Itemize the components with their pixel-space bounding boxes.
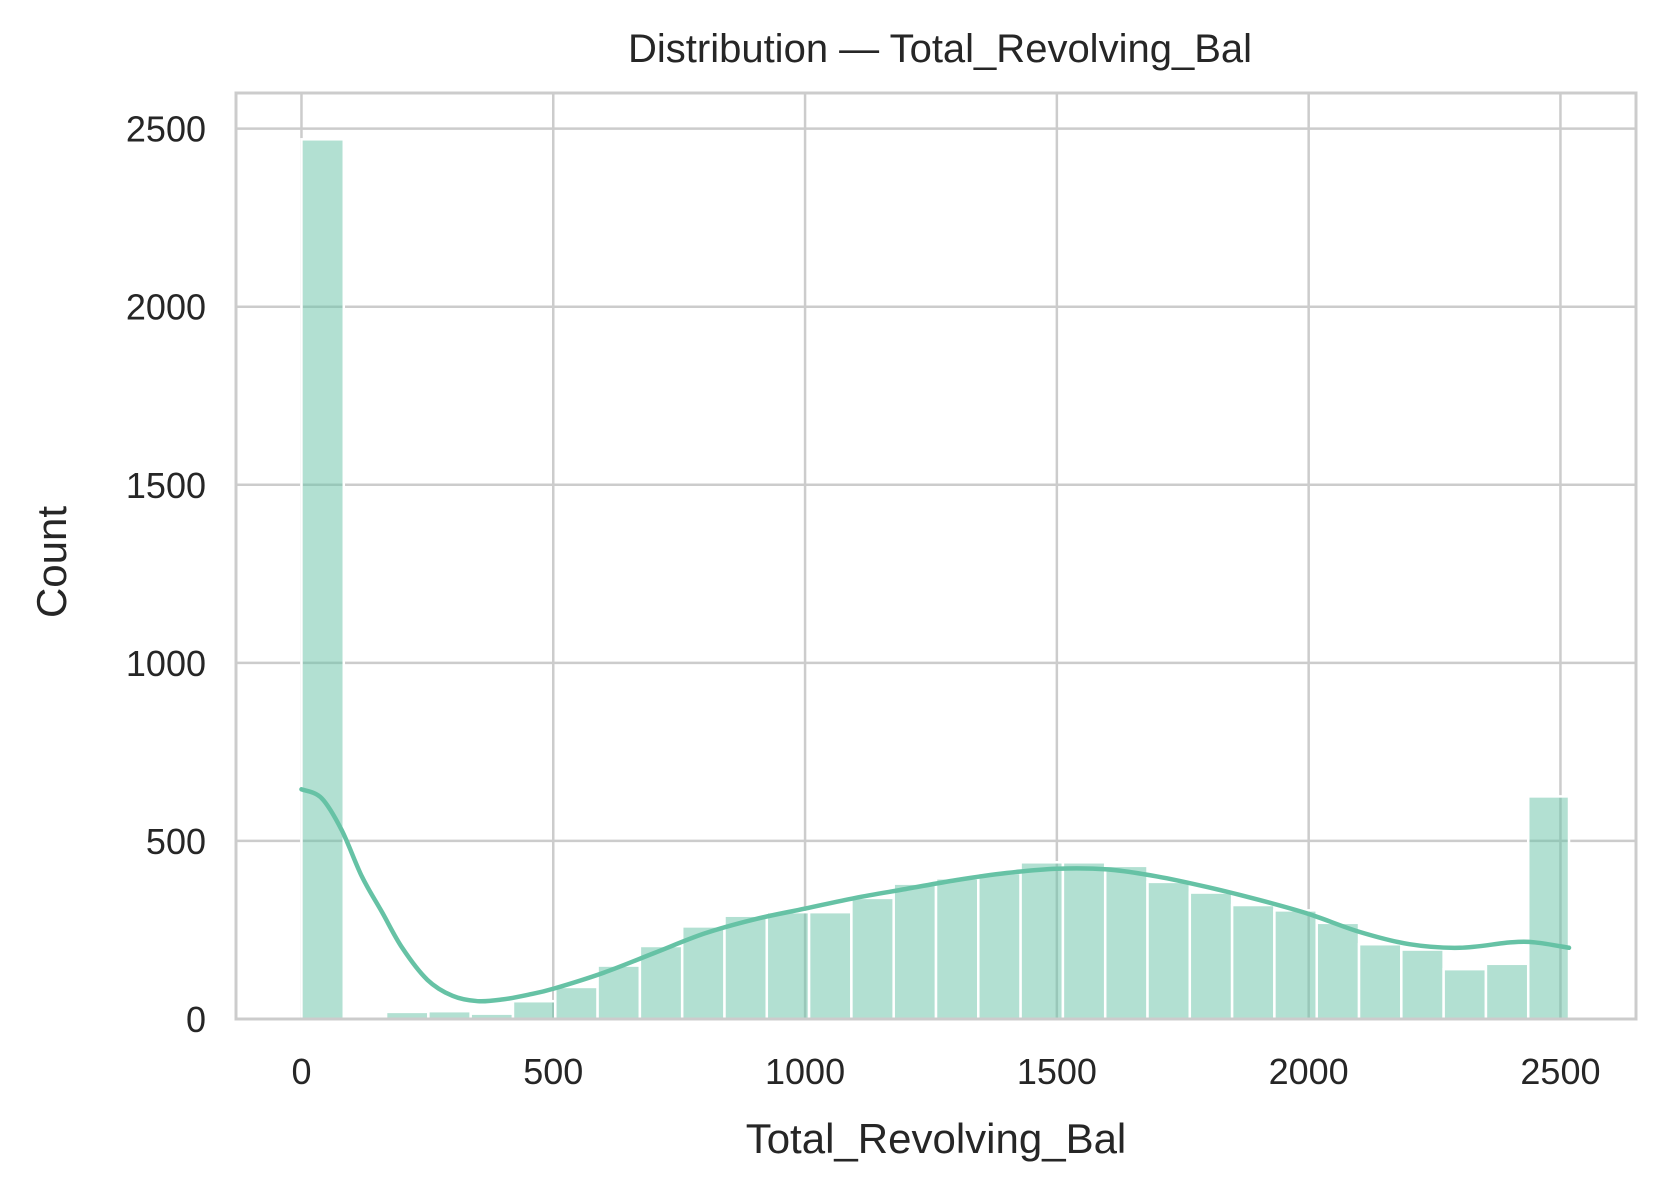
y-tick-label: 1000 [126, 643, 206, 684]
x-axis-label: Total_Revolving_Bal [746, 1115, 1127, 1162]
histogram-bar [767, 912, 809, 1019]
y-tick-label: 1500 [126, 465, 206, 506]
histogram-bar [1401, 950, 1443, 1019]
histogram-bar [1063, 862, 1105, 1019]
histogram-bar [1148, 882, 1190, 1019]
histogram-bar [1317, 923, 1359, 1019]
x-tick-label: 0 [291, 1051, 311, 1092]
histogram-bar [936, 878, 978, 1019]
chart-title: Distribution — Total_Revolving_Bal [628, 27, 1252, 71]
histogram-bar [1021, 862, 1063, 1019]
histogram-bar [1274, 910, 1316, 1019]
histogram-bar [1528, 796, 1569, 1019]
x-tick-label: 2000 [1269, 1051, 1349, 1092]
histogram-bar [1444, 969, 1486, 1019]
y-tick-label: 2500 [126, 109, 206, 150]
y-tick-label: 500 [146, 821, 206, 862]
histogram-bar [851, 898, 893, 1019]
y-tick-label: 2000 [126, 287, 206, 328]
histogram-bar [555, 987, 597, 1019]
y-tick-label: 0 [186, 999, 206, 1040]
histogram-bar [809, 912, 851, 1019]
histogram-bar [1232, 905, 1274, 1019]
histogram-bar [1486, 964, 1528, 1019]
histogram-bar [1359, 944, 1401, 1019]
y-axis-label: Count [28, 506, 75, 618]
histogram-bar [301, 139, 343, 1019]
histogram-bar [724, 916, 766, 1019]
x-tick-label: 1000 [765, 1051, 845, 1092]
histogram-bar [1190, 893, 1232, 1019]
x-tick-label: 2500 [1520, 1051, 1600, 1092]
x-tick-label: 1500 [1017, 1051, 1097, 1092]
histogram-bar [978, 873, 1020, 1019]
histogram-bar [894, 884, 936, 1019]
histogram-bar [513, 1001, 555, 1019]
x-tick-label: 500 [523, 1051, 583, 1092]
histogram-bar [1105, 866, 1147, 1019]
